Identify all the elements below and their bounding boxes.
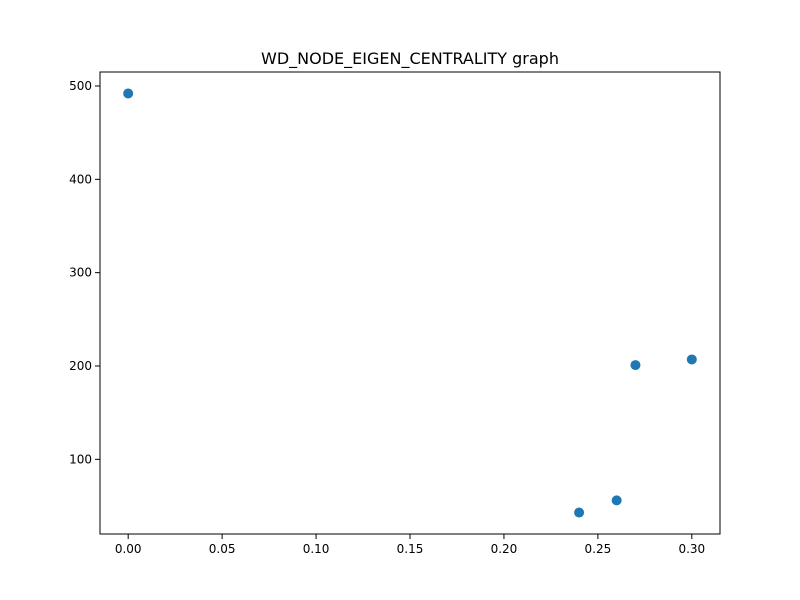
x-tick-label: 0.15	[397, 542, 424, 556]
y-tick-label: 400	[69, 172, 92, 186]
y-tick-label: 200	[69, 359, 92, 373]
chart-title: WD_NODE_EIGEN_CENTRALITY graph	[261, 49, 559, 69]
data-point	[630, 360, 641, 371]
data-point	[574, 507, 585, 518]
x-tick-label: 0.00	[115, 542, 142, 556]
y-tick-label: 100	[69, 452, 92, 466]
y-tick-label: 300	[69, 266, 92, 280]
x-tick-label: 0.25	[585, 542, 612, 556]
y-axis: 100 200 300 400 500	[69, 79, 100, 466]
plot-area	[99, 71, 721, 535]
data-point	[611, 495, 622, 506]
data-point	[123, 88, 134, 99]
x-tick-label: 0.05	[209, 542, 236, 556]
data-point	[686, 354, 697, 365]
x-tick-label: 0.10	[303, 542, 330, 556]
x-tick-label: 0.20	[491, 542, 518, 556]
data-points	[123, 88, 697, 518]
y-tick-label: 500	[69, 79, 92, 93]
x-axis: 0.00 0.05 0.10 0.15 0.20 0.25 0.30	[115, 534, 705, 556]
x-tick-label: 0.30	[678, 542, 705, 556]
